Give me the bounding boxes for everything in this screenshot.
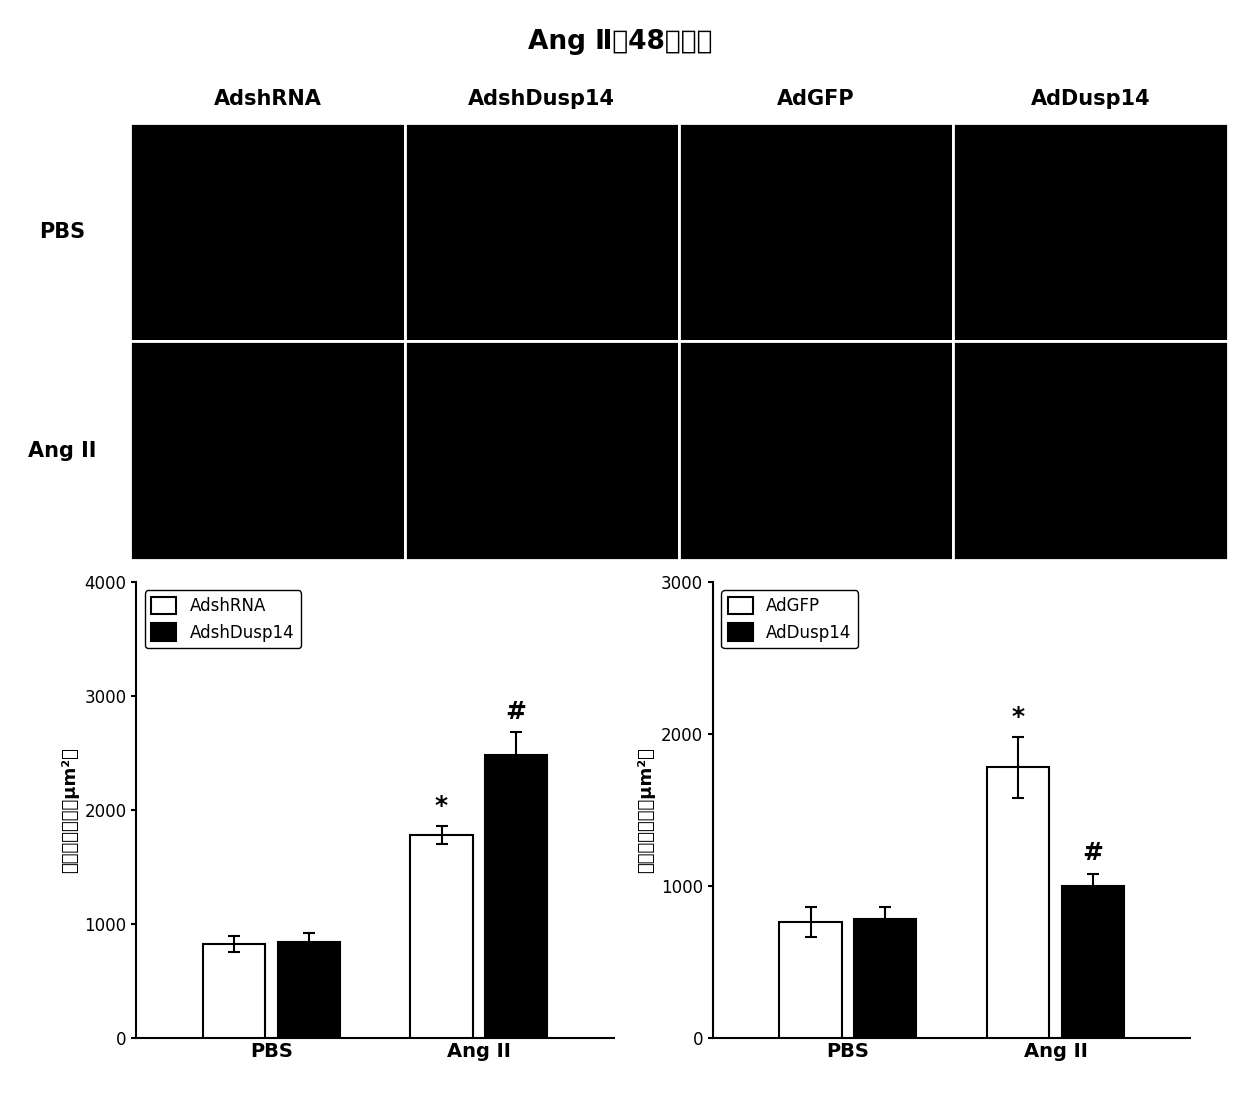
Bar — [854, 919, 916, 1038]
Bar — [410, 834, 472, 1038]
Text: Ang II: Ang II — [27, 440, 97, 461]
Bar — [485, 755, 547, 1038]
Legend: AdGFP, AdDusp14: AdGFP, AdDusp14 — [722, 591, 858, 648]
Text: #: # — [1083, 841, 1104, 865]
Legend: AdshRNA, AdshDusp14: AdshRNA, AdshDusp14 — [145, 591, 301, 648]
Bar — [203, 944, 265, 1038]
Bar — [780, 922, 842, 1038]
Text: Ang Ⅱ（48小时）: Ang Ⅱ（48小时） — [528, 29, 712, 55]
Text: AdshDusp14: AdshDusp14 — [469, 89, 615, 109]
Text: *: * — [435, 794, 448, 818]
Text: AdshRNA: AdshRNA — [213, 89, 321, 109]
Text: AdDusp14: AdDusp14 — [1030, 89, 1151, 109]
Y-axis label: 细胞表面面积（μm²）: 细胞表面面积（μm²） — [61, 747, 79, 873]
Bar — [987, 768, 1049, 1038]
Text: *: * — [1012, 705, 1024, 729]
Text: AdGFP: AdGFP — [777, 89, 854, 109]
Y-axis label: 细胞表面面积（μm²）: 细胞表面面积（μm²） — [637, 747, 656, 873]
Text: #: # — [506, 701, 527, 724]
Text: PBS: PBS — [38, 222, 86, 243]
Bar — [1061, 886, 1123, 1038]
Bar — [278, 942, 340, 1038]
